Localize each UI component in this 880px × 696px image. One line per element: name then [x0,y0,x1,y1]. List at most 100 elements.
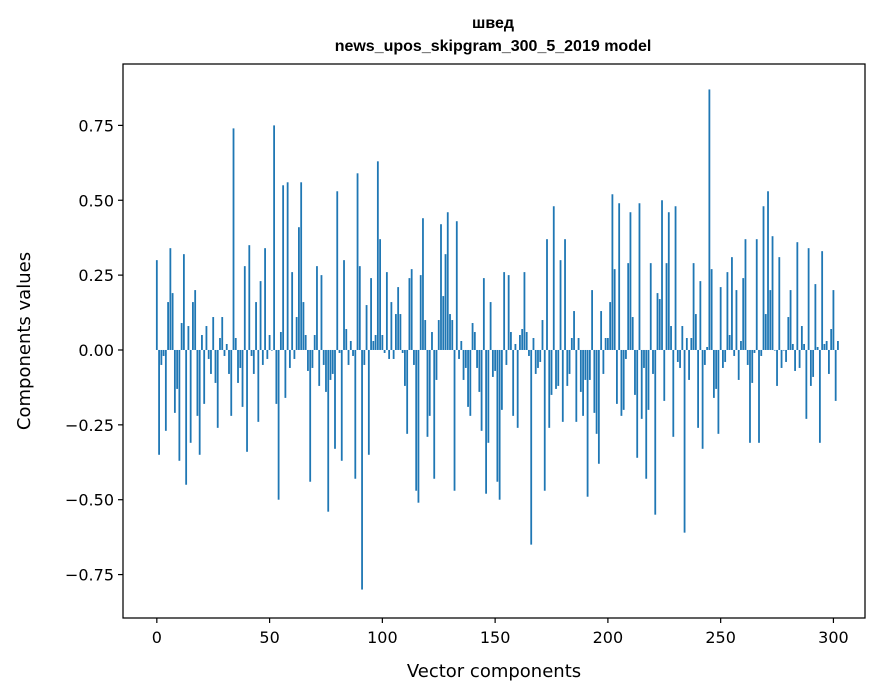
bar [471,323,474,350]
bar [225,343,228,350]
bar [302,302,305,350]
bar [726,272,729,350]
bar [722,349,724,368]
bar [764,314,767,350]
bar [453,349,456,491]
bar [724,349,727,362]
bar [818,349,821,443]
bar [577,338,580,350]
x-tick-label: 50 [259,628,279,647]
bar [243,266,246,350]
bar [318,349,321,386]
x-tick-label: 300 [818,628,849,647]
bar [431,332,433,350]
bar [164,349,167,431]
bar [555,349,557,389]
bar [735,290,738,350]
bar [264,248,266,350]
bar [482,278,485,350]
bar [376,161,379,350]
bar [169,248,172,350]
bar [769,290,772,350]
bar [347,349,350,365]
bar [399,314,402,350]
x-tick-label: 0 [152,628,162,647]
bar [828,349,830,374]
bar [268,335,271,350]
bar [620,349,623,416]
bar [625,349,627,359]
bar [582,349,584,416]
bar [552,206,555,350]
bar [437,320,440,350]
bar [523,272,526,350]
bar [178,349,181,461]
bar [512,349,515,416]
bar [232,128,235,350]
bar [379,239,381,350]
bar [814,284,817,350]
bar [737,349,740,380]
bar [252,349,255,374]
bar [534,349,537,374]
bar [261,349,264,365]
bar [584,349,587,380]
bar [717,349,720,434]
y-tick-label: 0.50 [78,191,114,210]
bar [408,278,411,350]
bar [733,349,736,356]
bar [189,349,192,443]
bar [338,349,341,353]
bar [794,349,796,371]
bar [180,323,183,350]
bar [579,349,582,392]
bars-group [155,89,839,590]
bar [476,349,478,368]
bar [796,242,799,350]
bar [778,257,781,350]
bar [467,349,469,407]
y-axis-ticks: −0.75 −0.50 −0.25 0.00 0.25 0.50 0.75 [65,116,123,585]
bar [697,349,699,428]
bar [500,349,503,410]
bar [825,341,828,350]
bar [313,335,316,350]
bar [219,338,221,350]
bar [469,349,472,416]
bar [327,349,330,512]
bar [591,290,593,350]
bar [708,89,711,350]
bar [354,349,357,479]
bar [692,263,695,350]
bar [415,349,418,491]
bar [712,349,715,398]
bar [270,349,273,351]
bar [464,349,467,368]
bar [160,349,163,365]
bar [789,290,792,350]
bar [703,349,706,365]
bar [755,239,758,350]
bar [751,349,754,383]
bar [780,349,783,368]
bar [694,314,697,350]
y-tick-label: −0.50 [65,491,114,510]
bar [329,349,332,380]
bar [627,263,630,350]
bar [201,335,203,350]
bar [214,349,217,383]
x-tick-label: 150 [480,628,511,647]
bar [731,257,733,350]
x-tick-label: 250 [705,628,736,647]
bar [257,349,260,422]
bar [803,343,805,350]
bar [417,349,420,503]
bar [426,349,429,437]
bar [473,332,476,350]
bar [250,349,253,356]
bar [566,349,569,386]
bar [798,349,801,368]
bar [661,200,663,350]
bar [444,254,447,350]
